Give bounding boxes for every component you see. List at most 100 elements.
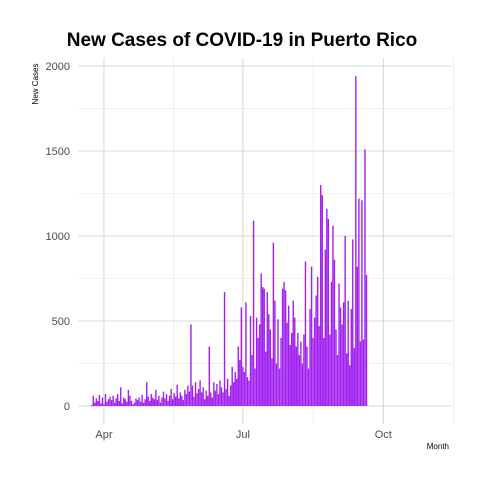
bar: [92, 395, 94, 406]
bar: [350, 309, 352, 406]
bar: [313, 317, 316, 406]
bar: [135, 398, 137, 406]
bar: [344, 236, 346, 406]
bar: [130, 400, 133, 406]
x-tick-labels: Apr Jul Oct: [95, 429, 391, 441]
bar: [171, 399, 174, 406]
bar: [91, 405, 93, 406]
bar: [333, 259, 336, 406]
bar: [262, 287, 264, 406]
bar: [95, 398, 98, 406]
bar: [214, 390, 217, 406]
bar: [243, 372, 246, 406]
bar: [332, 225, 334, 406]
bar: [115, 398, 117, 406]
bar: [330, 281, 333, 406]
bar: [110, 400, 113, 406]
bar: [274, 300, 276, 406]
bar: [94, 402, 96, 406]
bar: [287, 305, 290, 406]
bar: [181, 395, 183, 406]
bar: [118, 400, 120, 406]
bar: [359, 341, 362, 406]
bar: [336, 355, 339, 406]
bar: [156, 400, 159, 406]
bar: [303, 334, 305, 406]
bar: [268, 314, 270, 406]
bar: [263, 288, 265, 406]
bar: [121, 403, 123, 406]
bar: [213, 382, 215, 406]
bar: [260, 273, 262, 406]
bar: [361, 200, 363, 406]
bar: [289, 344, 291, 406]
bar: [347, 300, 349, 406]
bar: [352, 239, 354, 406]
bar: [126, 401, 128, 406]
bar: [155, 389, 157, 406]
bar: [185, 394, 188, 406]
bar: [258, 324, 261, 406]
bar: [281, 288, 284, 406]
bar: [226, 378, 229, 406]
bar: [304, 261, 307, 406]
bar: [228, 395, 230, 406]
bar: [341, 324, 343, 406]
bar: [191, 385, 194, 406]
bar: [112, 395, 114, 406]
bar: [184, 389, 186, 406]
bar: [246, 377, 249, 406]
bar: [159, 402, 162, 406]
bar: [139, 401, 142, 406]
bar: [342, 302, 345, 406]
x-tick-label: Apr: [95, 429, 112, 441]
bar: [194, 382, 197, 406]
bar: [252, 220, 255, 406]
bar: [275, 363, 278, 406]
bar: [219, 380, 221, 406]
bar: [133, 402, 136, 406]
bar: [257, 338, 259, 406]
bar: [207, 395, 209, 406]
bar: [291, 332, 293, 406]
bar: [152, 397, 154, 406]
bar: [149, 400, 151, 406]
bar: [210, 392, 212, 406]
bar: [144, 399, 146, 406]
bar: [318, 326, 320, 406]
bar: [242, 366, 244, 406]
bar: [240, 307, 243, 406]
bar: [292, 300, 294, 406]
bar: [138, 397, 140, 406]
bar: [120, 387, 122, 406]
bar: [312, 338, 314, 406]
bar: [216, 383, 218, 406]
bar: [175, 396, 177, 406]
bar: [364, 149, 366, 407]
bar: [162, 391, 165, 406]
bar: [306, 346, 308, 406]
bar: [266, 292, 268, 406]
bar: [101, 397, 104, 406]
bar: [280, 338, 282, 406]
bar: [176, 384, 178, 406]
bar: [338, 283, 340, 406]
bar: [278, 368, 281, 406]
bar: [269, 329, 272, 406]
y-tick-labels: 0 500 1000 1500 2000: [46, 61, 70, 413]
bar: [150, 394, 152, 406]
bar: [158, 395, 160, 406]
bar: [204, 399, 206, 406]
bar: [365, 275, 368, 406]
bar: [165, 394, 168, 406]
bar: [355, 76, 357, 406]
bar: [265, 351, 267, 406]
bars: [91, 76, 368, 407]
y-tick-label: 1500: [46, 146, 70, 158]
bar: [222, 392, 224, 406]
bar: [124, 399, 127, 406]
bar: [358, 198, 360, 406]
bar: [335, 329, 337, 406]
bar: [245, 302, 247, 406]
